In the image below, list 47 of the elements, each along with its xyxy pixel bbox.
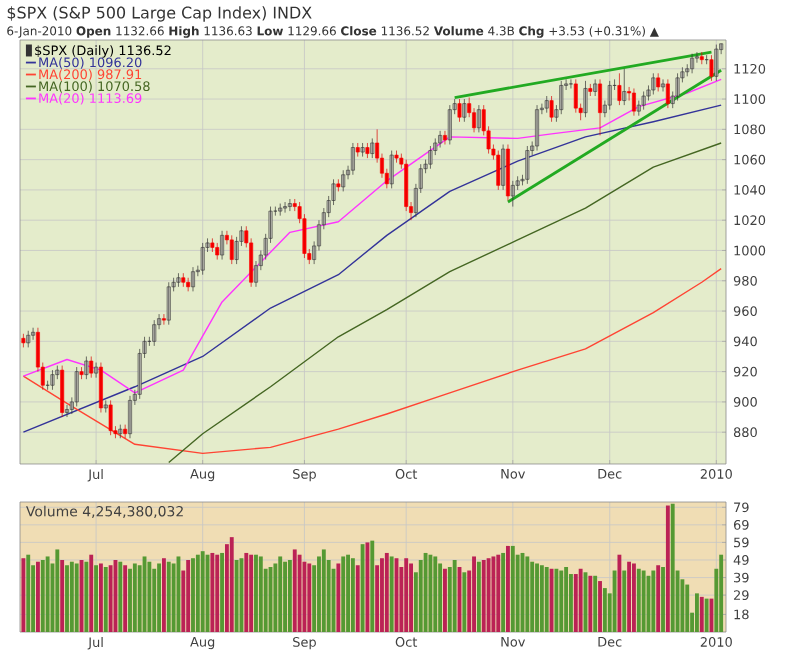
- candlestick: [389, 150, 394, 189]
- candlestick: [341, 169, 346, 192]
- candlestick: [200, 242, 205, 276]
- candlestick: [176, 272, 181, 288]
- candlestick: [50, 369, 55, 391]
- candlestick: [152, 319, 157, 347]
- candlestick: [394, 150, 399, 164]
- candlestick: [428, 145, 433, 170]
- candlestick: [544, 95, 549, 114]
- candlestick: [84, 356, 89, 380]
- candlestick: [360, 142, 365, 157]
- candlestick: [215, 242, 220, 260]
- line-series: [22, 104, 722, 433]
- candlestick: [166, 281, 171, 326]
- candlestick: [699, 51, 704, 65]
- candlestick: [118, 424, 123, 439]
- candlestick: [709, 54, 714, 82]
- candlestick: [549, 95, 554, 123]
- candlestick: [181, 272, 186, 288]
- candlestick: [26, 330, 31, 348]
- candlestick: [74, 366, 79, 407]
- candlestick: [336, 178, 341, 192]
- candlestick: [365, 142, 370, 159]
- candlestick: [617, 72, 622, 106]
- candlestick: [573, 79, 578, 114]
- candlestick: [89, 356, 94, 379]
- line-series: [168, 142, 722, 464]
- candlestick: [108, 400, 113, 436]
- candlestick: [229, 234, 234, 265]
- candlestick: [457, 98, 462, 123]
- candlestick: [569, 79, 573, 89]
- candlestick: [278, 203, 283, 217]
- candlestick: [79, 366, 84, 380]
- candlestick: [588, 83, 593, 97]
- candlestick: [607, 80, 612, 110]
- candlestick: [583, 80, 588, 118]
- candlestick: [370, 138, 375, 159]
- candlestick: [103, 400, 108, 413]
- candlestick: [641, 91, 646, 110]
- candlestick: [496, 150, 501, 191]
- candlestick: [355, 142, 360, 157]
- candlestick: [210, 238, 215, 253]
- candlestick: [21, 333, 26, 348]
- candlestick: [462, 98, 467, 123]
- line-series: [22, 267, 722, 455]
- candlestick: [559, 80, 564, 115]
- candlestick: [525, 145, 530, 185]
